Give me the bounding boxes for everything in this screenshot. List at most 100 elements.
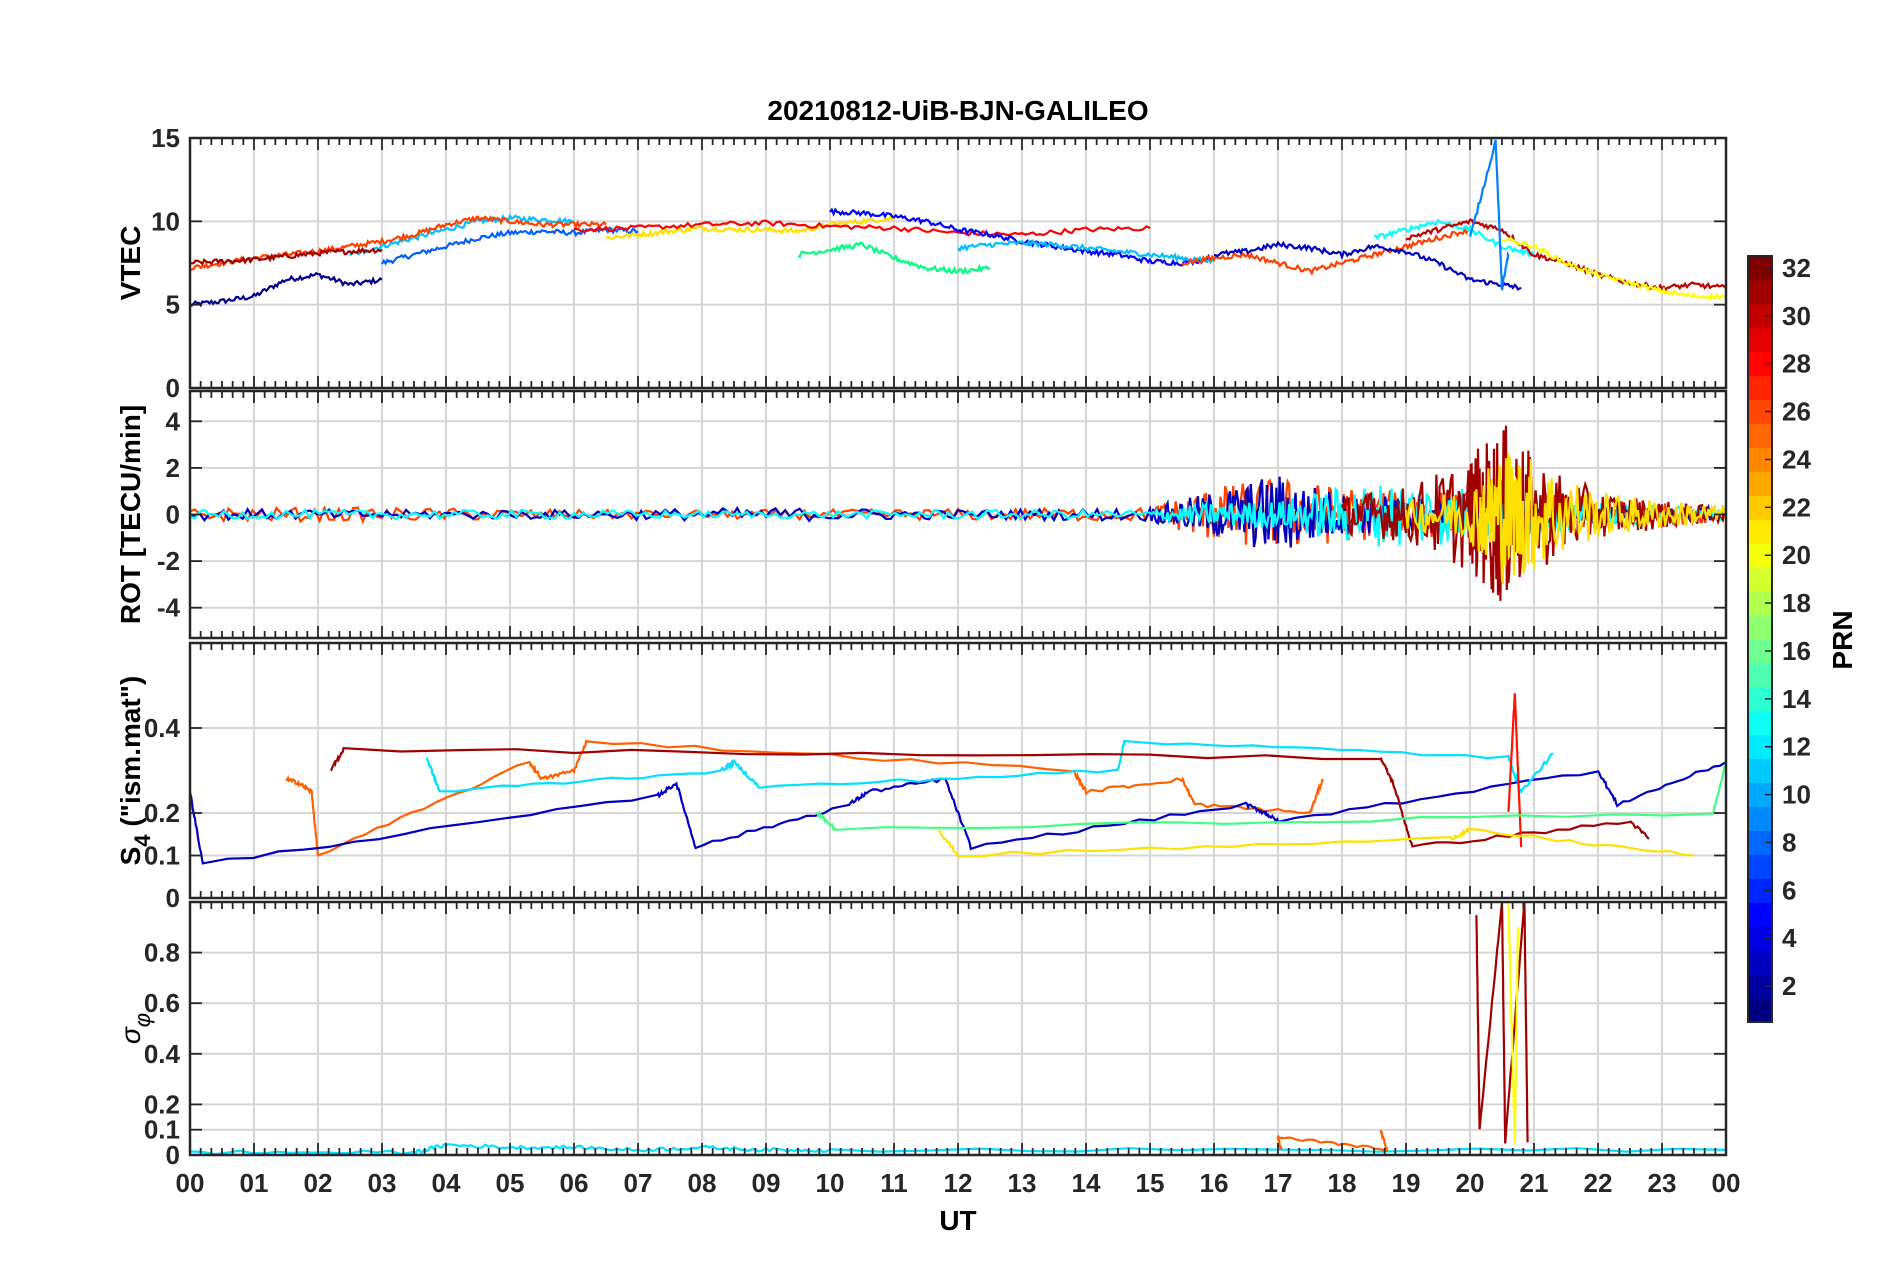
panel-2: -4 -2 0 2 4 ROT [TECU/min] xyxy=(115,389,1728,640)
colorbar-tick-label: 4 xyxy=(1782,923,1797,953)
series-line xyxy=(937,827,1695,858)
colorbar-segment xyxy=(1748,806,1772,831)
colorbar-segment xyxy=(1748,567,1772,592)
y-tick-label: 0.2 xyxy=(144,1089,180,1119)
y-tick-label: 0 xyxy=(166,373,180,403)
y-axis-label: VTEC xyxy=(115,226,146,301)
y-axis-label: σφ xyxy=(115,1013,155,1044)
colorbar-segment xyxy=(1748,423,1772,448)
y-tick-label: 4 xyxy=(166,406,181,436)
x-axis-label: UT xyxy=(939,1205,976,1236)
series-line xyxy=(285,739,1324,857)
colorbar-segment xyxy=(1748,902,1772,927)
colorbar-tick-label: 2 xyxy=(1782,971,1796,1001)
x-tick-label: 09 xyxy=(752,1168,781,1198)
colorbar-tick-label: 30 xyxy=(1782,301,1811,331)
series-line xyxy=(797,241,991,276)
y-tick-label: 5 xyxy=(166,290,180,320)
series-line xyxy=(957,238,1215,265)
y-tick-label: 0 xyxy=(166,883,180,913)
y-tick-label: 0.2 xyxy=(144,798,180,828)
colorbar-tick-label: 6 xyxy=(1782,875,1796,905)
x-tick-label: 19 xyxy=(1392,1168,1421,1198)
series-line xyxy=(829,207,1215,267)
y-tick-label: 0 xyxy=(166,1140,180,1170)
y-tick-label: 0.1 xyxy=(144,841,180,871)
series-line xyxy=(1405,218,1726,293)
x-tick-label: 18 xyxy=(1328,1168,1357,1198)
colorbar-segment xyxy=(1748,710,1772,736)
y-tick-label: 15 xyxy=(151,123,180,153)
series-line xyxy=(329,747,1650,848)
series-line xyxy=(573,219,1151,237)
colorbar-tick-label: 18 xyxy=(1782,588,1811,618)
y-tick-label: 10 xyxy=(151,206,180,236)
colorbar-tick-label: 22 xyxy=(1782,492,1811,522)
x-tick-label: 21 xyxy=(1520,1168,1549,1198)
x-tick-label: 13 xyxy=(1008,1168,1037,1198)
y-tick-label: 2 xyxy=(166,453,180,483)
panel-4: 00.10.2 0.4 0.6 0.8 σφ xyxy=(115,900,1728,1170)
x-tick-label: 14 xyxy=(1072,1168,1101,1198)
x-tick-label: 20 xyxy=(1456,1168,1485,1198)
y-tick-label: -4 xyxy=(157,593,181,623)
x-tick-label: 00 xyxy=(1712,1168,1741,1198)
x-tick-label: 04 xyxy=(432,1168,461,1198)
x-tick-label: 07 xyxy=(624,1168,653,1198)
colorbar-tick-label: 32 xyxy=(1782,253,1811,283)
y-tick-label: 0 xyxy=(166,500,180,530)
x-tick-label: 17 xyxy=(1264,1168,1293,1198)
colorbar-segment xyxy=(1748,854,1772,879)
colorbar-segment xyxy=(1748,471,1772,496)
x-tick-label: 00 xyxy=(176,1168,205,1198)
series-line xyxy=(349,213,575,257)
colorbar-segment xyxy=(1748,327,1772,353)
panel-1: 0 5 10 15 VTEC xyxy=(115,123,1728,403)
x-tick-label: 11 xyxy=(880,1168,908,1198)
colorbar-segment xyxy=(1748,615,1772,640)
x-tick-label: 05 xyxy=(496,1168,525,1198)
colorbar-segment xyxy=(1748,279,1772,305)
series-line xyxy=(190,246,383,266)
chart-title: 20210812-UiB-BJN-GALILEO xyxy=(767,95,1148,126)
series-group xyxy=(190,425,1726,601)
colorbar-segment xyxy=(1748,998,1772,1023)
colorbar-tick-label: 12 xyxy=(1782,732,1811,762)
x-tick-label: 02 xyxy=(304,1168,333,1198)
series-line xyxy=(190,271,383,308)
series-line xyxy=(1214,240,1522,291)
series-line xyxy=(1181,226,1471,276)
panel-3: 0 0.1 0.2 0.4S4 ("ism.mat") xyxy=(115,641,1728,913)
y-tick-label: 0.4 xyxy=(144,1039,181,1069)
x-tick-label: 16 xyxy=(1200,1168,1229,1198)
series-line xyxy=(816,761,1726,832)
y-tick-label: 0.8 xyxy=(144,938,180,968)
series-line xyxy=(1501,236,1726,301)
colorbar-segment xyxy=(1748,375,1772,401)
x-tick-label: 10 xyxy=(816,1168,845,1198)
y-tick-label: 0.6 xyxy=(144,988,180,1018)
series-group xyxy=(190,139,1726,308)
colorbar-tick-label: 16 xyxy=(1782,636,1811,666)
series-line xyxy=(1507,903,1520,1144)
series-line xyxy=(1475,902,1529,1144)
x-tick-label: 22 xyxy=(1584,1168,1613,1198)
series-line xyxy=(1276,1129,1389,1153)
x-tick-label: 15 xyxy=(1136,1168,1165,1198)
colorbar-tick-label: 10 xyxy=(1782,780,1811,810)
x-tick-label: 12 xyxy=(944,1168,973,1198)
colorbar-segment xyxy=(1748,758,1772,784)
series-line xyxy=(1507,693,1523,848)
colorbar-segment xyxy=(1748,950,1772,975)
colorbar-tick-label: 20 xyxy=(1782,540,1811,570)
y-axis-label: S4 ("ism.mat") xyxy=(115,676,155,866)
x-tick-label: 23 xyxy=(1648,1168,1677,1198)
series-line xyxy=(1468,139,1510,291)
colorbar-frame xyxy=(1747,255,1773,1023)
colorbar-tick-label: 14 xyxy=(1782,684,1811,714)
colorbar-label: PRN xyxy=(1827,610,1858,669)
colorbar-tick-label: 26 xyxy=(1782,397,1811,427)
x-tick-label: 06 xyxy=(560,1168,589,1198)
